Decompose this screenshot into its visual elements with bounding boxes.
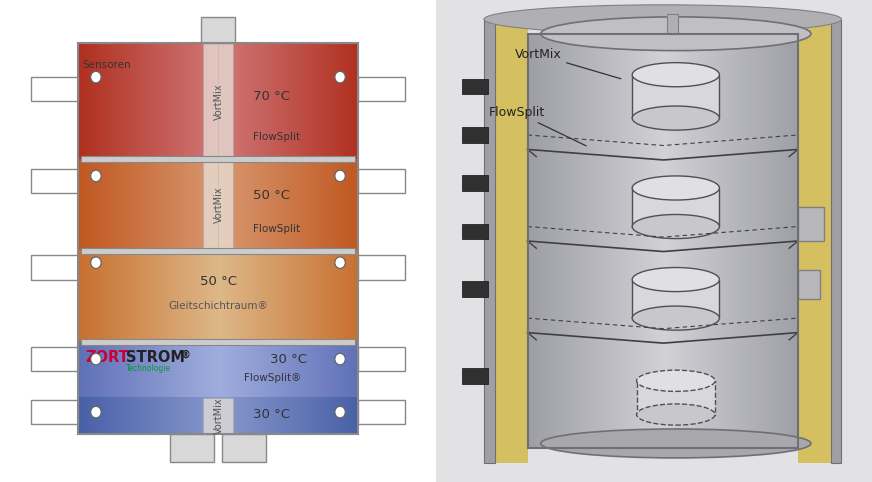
Ellipse shape bbox=[632, 63, 719, 87]
Bar bbox=[488, 19, 528, 463]
Circle shape bbox=[335, 257, 345, 268]
Text: Technologie: Technologie bbox=[126, 364, 172, 373]
Bar bbox=[798, 270, 820, 299]
Bar bbox=[637, 381, 715, 415]
Bar bbox=[222, 434, 266, 462]
Text: ZORT: ZORT bbox=[85, 350, 129, 365]
Text: 70 °C: 70 °C bbox=[253, 90, 290, 103]
Text: FlowSplit: FlowSplit bbox=[253, 133, 300, 142]
Bar bbox=[170, 434, 214, 462]
Ellipse shape bbox=[637, 404, 715, 425]
Bar bbox=[462, 368, 488, 384]
Text: Sensoren: Sensoren bbox=[83, 60, 132, 70]
Bar bbox=[462, 127, 488, 143]
Bar bbox=[462, 224, 488, 239]
Text: VortMix: VortMix bbox=[514, 48, 621, 79]
Bar bbox=[78, 43, 358, 434]
Ellipse shape bbox=[541, 429, 811, 458]
Circle shape bbox=[335, 170, 345, 182]
Circle shape bbox=[91, 71, 101, 83]
Ellipse shape bbox=[632, 306, 719, 330]
Bar bbox=[830, 19, 841, 463]
Ellipse shape bbox=[632, 268, 719, 292]
Text: VortMix: VortMix bbox=[214, 187, 224, 223]
Bar bbox=[632, 75, 719, 118]
Bar bbox=[31, 255, 78, 280]
Bar bbox=[462, 79, 488, 94]
Text: STROM: STROM bbox=[126, 350, 186, 365]
Ellipse shape bbox=[484, 5, 841, 34]
Circle shape bbox=[91, 406, 101, 418]
Bar bbox=[462, 175, 488, 191]
Bar bbox=[202, 398, 234, 434]
Bar bbox=[632, 188, 719, 227]
Bar bbox=[528, 34, 798, 448]
Bar bbox=[31, 400, 78, 424]
Bar bbox=[31, 347, 78, 371]
Bar bbox=[798, 19, 837, 463]
Bar bbox=[31, 77, 78, 101]
Bar bbox=[80, 339, 356, 345]
Text: ®: ® bbox=[181, 350, 191, 360]
Circle shape bbox=[335, 71, 345, 83]
Text: VortMix: VortMix bbox=[214, 83, 224, 120]
Bar bbox=[358, 169, 405, 193]
Ellipse shape bbox=[632, 106, 719, 130]
Bar bbox=[201, 17, 235, 43]
Ellipse shape bbox=[637, 370, 715, 391]
Bar bbox=[358, 77, 405, 101]
Ellipse shape bbox=[541, 17, 811, 51]
Bar bbox=[80, 248, 356, 254]
Text: 50 °C: 50 °C bbox=[253, 189, 290, 201]
Bar bbox=[484, 19, 494, 463]
Bar bbox=[31, 169, 78, 193]
Bar bbox=[798, 207, 824, 241]
Text: FlowSplit: FlowSplit bbox=[488, 106, 586, 146]
Text: 50 °C: 50 °C bbox=[200, 276, 236, 288]
Bar bbox=[358, 400, 405, 424]
Circle shape bbox=[91, 170, 101, 182]
Text: VortMix: VortMix bbox=[214, 398, 224, 434]
Text: FlowSplit: FlowSplit bbox=[253, 224, 300, 234]
Circle shape bbox=[335, 353, 345, 365]
Bar bbox=[202, 43, 234, 159]
Bar bbox=[462, 281, 488, 297]
Text: 30 °C: 30 °C bbox=[253, 408, 290, 421]
Text: Gleitschichtraum®: Gleitschichtraum® bbox=[168, 301, 268, 311]
Circle shape bbox=[335, 406, 345, 418]
Circle shape bbox=[91, 353, 101, 365]
Circle shape bbox=[91, 257, 101, 268]
Text: 30 °C: 30 °C bbox=[270, 353, 307, 365]
Ellipse shape bbox=[632, 214, 719, 239]
Bar bbox=[80, 156, 356, 162]
Bar bbox=[202, 159, 234, 251]
Bar bbox=[632, 280, 719, 318]
Bar bbox=[358, 347, 405, 371]
Ellipse shape bbox=[632, 176, 719, 200]
Text: FlowSplit®: FlowSplit® bbox=[244, 374, 302, 383]
Bar bbox=[358, 255, 405, 280]
Bar bbox=[667, 14, 678, 34]
